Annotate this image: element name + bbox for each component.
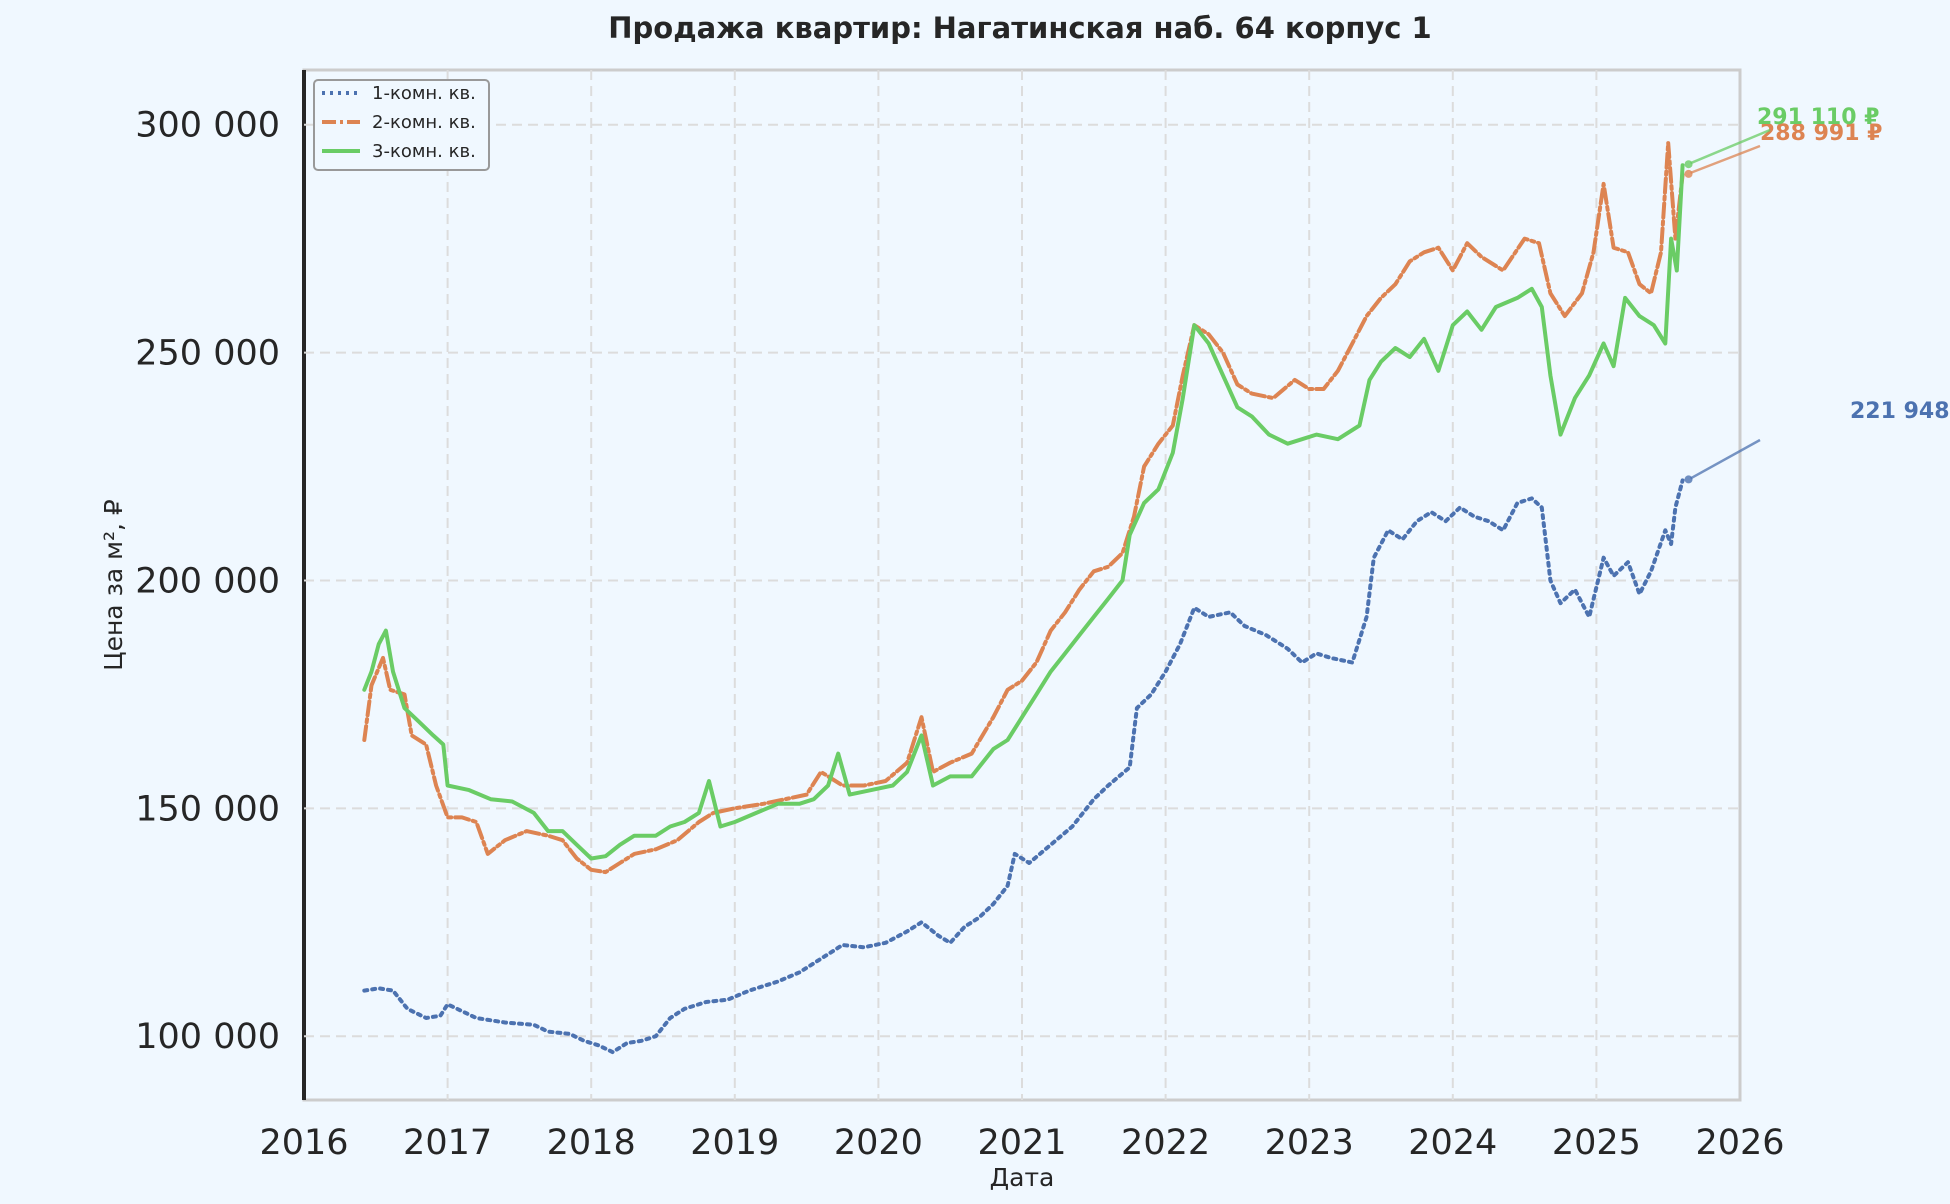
legend-label: 1-комн. кв. — [372, 83, 476, 104]
legend-label: 3-комн. кв. — [372, 141, 476, 162]
series-line — [362, 478, 1685, 1055]
series-2 — [362, 140, 1685, 875]
grid — [304, 70, 1740, 1100]
x-axis-label: Дата — [990, 1163, 1055, 1192]
x-tick-label: 2023 — [1265, 1123, 1354, 1163]
series-layer — [362, 140, 1685, 1055]
annotation-arrowhead — [1684, 169, 1693, 178]
y-tick-label: 200 000 — [135, 561, 280, 601]
series-line — [362, 140, 1685, 875]
x-tick-label: 2022 — [1121, 1123, 1210, 1163]
last-value-annotation: 221 948 ₽ — [1684, 399, 1950, 484]
x-tick-label: 2026 — [1695, 1123, 1784, 1163]
x-tick-label: 2018 — [547, 1123, 636, 1163]
y-axis-label: Цена за м², ₽ — [99, 499, 128, 671]
x-tick-label: 2021 — [977, 1123, 1066, 1163]
x-tick-label: 2017 — [403, 1123, 492, 1163]
last-value-annotation: 288 991 ₽ — [1684, 121, 1882, 178]
series-line — [362, 163, 1685, 861]
x-tick-label: 2016 — [259, 1123, 348, 1163]
annotation-label: 288 991 ₽ — [1760, 121, 1882, 146]
y-tick-label: 100 000 — [135, 1017, 280, 1057]
legend-label: 2-комн. кв. — [372, 112, 476, 133]
last-value-annotation: 291 110 ₽ — [1684, 105, 1879, 169]
y-tick-label: 250 000 — [135, 334, 280, 374]
annotation-arrow — [1690, 128, 1771, 165]
chart-title: Продажа квартир: Нагатинская наб. 64 кор… — [608, 11, 1431, 45]
annotations: 221 948 ₽ 288 991 ₽291 110 ₽ — [1684, 105, 1950, 484]
y-tick-label: 150 000 — [135, 789, 280, 829]
annotation-arrow — [1690, 144, 1761, 175]
annotation-label: 221 948 ₽ — [1850, 399, 1950, 424]
annotation-arrow — [1689, 438, 1761, 480]
x-tick-label: 2024 — [1408, 1123, 1497, 1163]
legend-box — [313, 79, 490, 171]
x-tick-label: 2020 — [834, 1123, 923, 1163]
legend: 1-комн. кв. 2-комн. кв. 3-комн. кв. — [313, 79, 490, 171]
series-3 — [362, 163, 1685, 861]
annotation-arrowhead — [1684, 160, 1693, 169]
annotation-arrowhead — [1684, 475, 1693, 484]
x-tick-label: 2025 — [1552, 1123, 1641, 1163]
tick-labels: 2016 2017 2018 2019 2020 2021 2022 2023 2024 2025… — [135, 106, 1784, 1163]
annotation-label: 291 110 ₽ — [1757, 105, 1879, 130]
x-tick-label: 2019 — [690, 1123, 779, 1163]
series-1 — [362, 478, 1685, 1055]
y-tick-label: 300 000 — [135, 106, 280, 146]
